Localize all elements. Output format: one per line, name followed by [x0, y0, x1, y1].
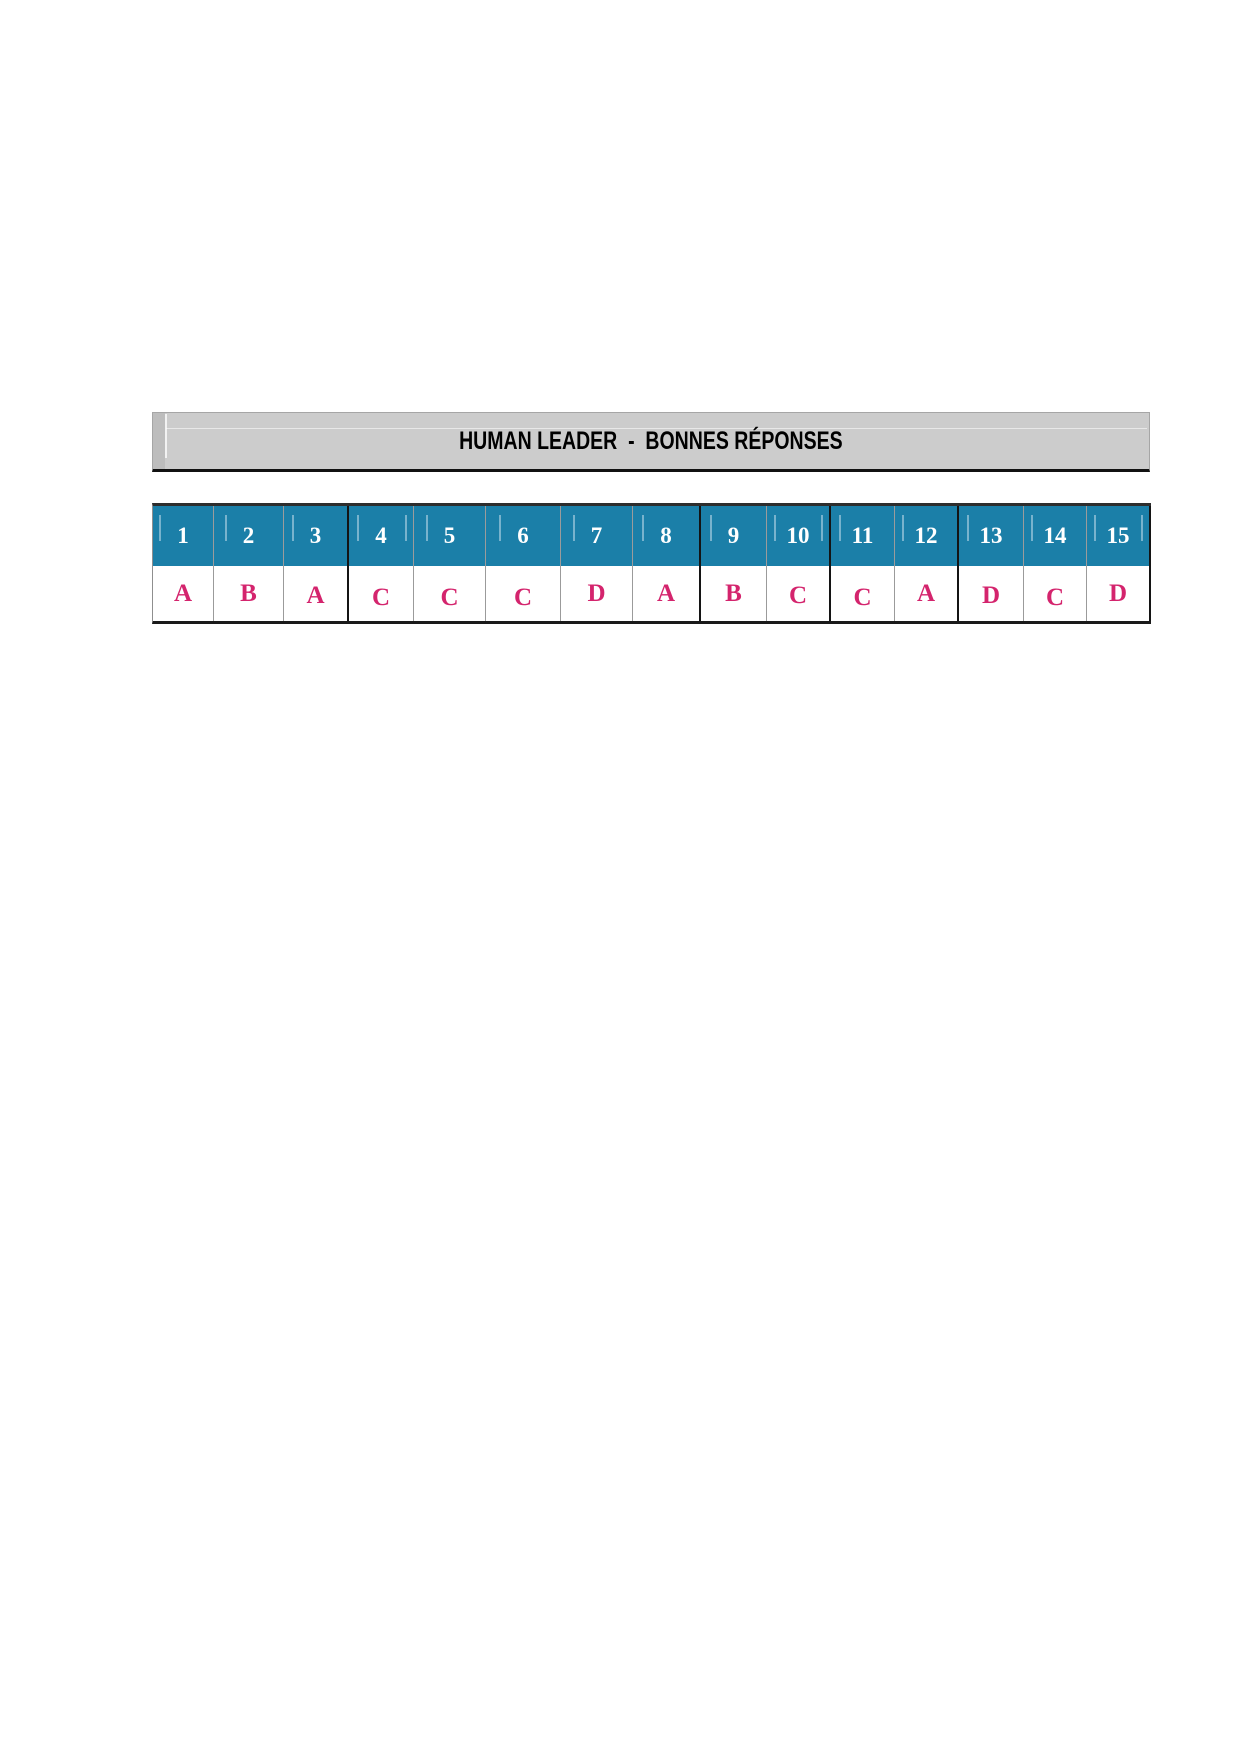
answer-column-9: 9 B — [701, 506, 767, 621]
answer-letter: A — [916, 579, 936, 607]
answer-cell: C — [414, 566, 485, 621]
answer-column-5: 5 C — [414, 506, 486, 621]
answer-cell: B — [701, 566, 766, 621]
answer-column-4: 4 C — [349, 506, 414, 621]
tick-mark — [572, 515, 575, 541]
tick-mark — [425, 515, 428, 541]
question-number: 14 — [1043, 523, 1067, 548]
tick-mark — [709, 515, 712, 541]
tick-mark — [902, 515, 904, 541]
question-number-cell: 15 — [1087, 506, 1149, 566]
question-number-cell: 3 — [284, 506, 347, 566]
question-number: 3 — [309, 523, 322, 548]
answer-column-11: 11 C — [831, 506, 895, 621]
answer-letter: A — [656, 579, 676, 607]
tick-mark — [967, 515, 969, 541]
answer-column-2: 2 B — [214, 506, 284, 621]
question-number: 2 — [242, 523, 255, 548]
tick-mark — [1031, 515, 1033, 541]
answer-table: 1 A 2 B 3 A 4 C 5 — [152, 503, 1151, 624]
question-number: 8 — [660, 523, 672, 548]
answer-cell: A — [895, 566, 957, 621]
question-number-cell: 4 — [349, 506, 413, 566]
answer-letter: C — [853, 583, 872, 611]
titlebar-vertical-line — [165, 414, 167, 458]
titlebar-left-strip — [153, 413, 165, 469]
tick-mark — [838, 515, 841, 541]
tick-mark — [774, 515, 776, 541]
titlebar-shading-line — [166, 428, 1147, 429]
question-number: 9 — [727, 523, 740, 548]
question-number-cell: 9 — [701, 506, 766, 566]
answer-letter: C — [1045, 583, 1065, 611]
answer-cell: C — [831, 566, 894, 621]
tick-mark — [357, 515, 359, 541]
answer-letter: D — [587, 579, 606, 607]
question-number: 5 — [443, 523, 456, 548]
answer-cell: C — [767, 566, 829, 621]
question-number-cell: 5 — [414, 506, 485, 566]
tick-mark — [291, 515, 294, 541]
answer-cell: A — [633, 566, 699, 621]
answer-column-7: 7 D — [561, 506, 633, 621]
page-title: HUMAN LEADER - BONNES RÉPONSES — [459, 426, 843, 455]
answer-letter: D — [1108, 579, 1128, 607]
answer-letter: B — [725, 579, 742, 607]
question-number-cell: 10 — [767, 506, 829, 566]
answer-cell: A — [153, 566, 213, 621]
question-number: 11 — [851, 523, 874, 548]
question-number-cell: 2 — [214, 506, 283, 566]
answer-cell: D — [561, 566, 632, 621]
answer-cell: D — [1087, 566, 1149, 621]
question-number: 10 — [786, 523, 810, 548]
question-number-cell: 7 — [561, 506, 632, 566]
question-number: 6 — [517, 523, 529, 548]
question-number: 4 — [375, 523, 387, 548]
question-number-cell: 8 — [633, 506, 699, 566]
question-number: 7 — [590, 523, 603, 548]
answer-cell: B — [214, 566, 283, 621]
answer-cell: C — [1024, 566, 1086, 621]
question-number: 12 — [914, 523, 938, 548]
question-number-cell: 13 — [959, 506, 1023, 566]
answer-column-6: 6 C — [486, 506, 561, 621]
answer-column-1: 1 A — [153, 506, 214, 621]
answer-letter: C — [788, 581, 808, 609]
title-bar: HUMAN LEADER - BONNES RÉPONSES — [152, 412, 1150, 472]
question-number: 13 — [979, 523, 1003, 548]
answer-letter: B — [240, 579, 257, 607]
question-number-cell: 1 — [153, 506, 213, 566]
tick-mark — [642, 515, 644, 541]
answer-cell: D — [959, 566, 1023, 621]
answer-column-13: 13 D — [959, 506, 1024, 621]
answer-column-12: 12 A — [895, 506, 959, 621]
answer-cell: C — [486, 566, 560, 621]
answer-column-10: 10 C — [767, 506, 831, 621]
question-number-cell: 11 — [831, 506, 894, 566]
answer-column-3: 3 A — [284, 506, 349, 621]
answer-letter: D — [981, 581, 1001, 609]
answer-letter: C — [440, 583, 459, 611]
answer-cell: A — [284, 566, 347, 621]
question-number: 1 — [177, 523, 189, 548]
tick-mark — [159, 515, 161, 541]
answer-letter: A — [306, 581, 325, 609]
question-number-cell: 6 — [486, 506, 560, 566]
tick-mark — [1094, 515, 1096, 541]
answer-cell: C — [349, 566, 413, 621]
answer-letter: C — [371, 583, 391, 611]
question-number-cell: 12 — [895, 506, 957, 566]
tick-mark — [499, 515, 501, 541]
answer-column-14: 14 C — [1024, 506, 1087, 621]
tick-mark — [224, 515, 227, 541]
question-number: 15 — [1106, 523, 1130, 548]
answer-column-8: 8 A — [633, 506, 701, 621]
question-number-cell: 14 — [1024, 506, 1086, 566]
answer-letter: C — [513, 583, 533, 611]
answer-letter: A — [173, 579, 193, 607]
answer-column-15: 15 D — [1087, 506, 1151, 621]
